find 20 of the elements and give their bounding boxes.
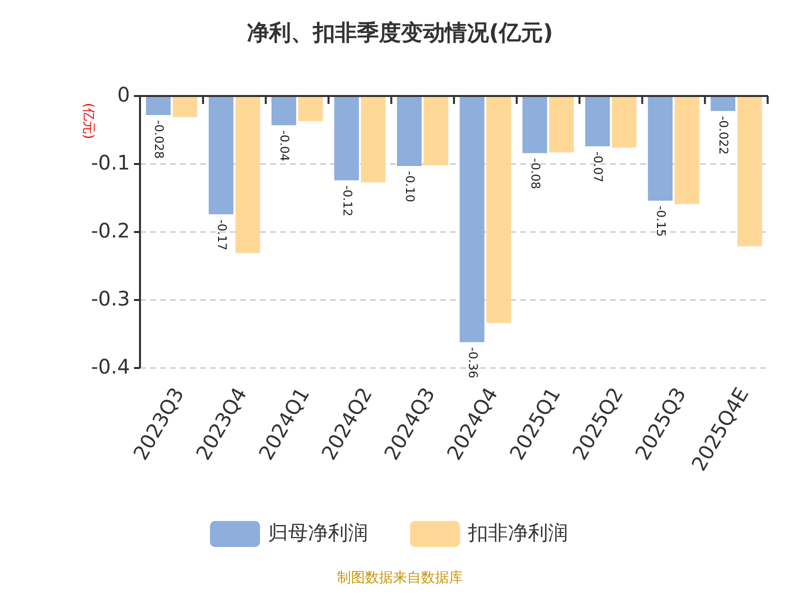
data-label: -0.028 [152, 120, 166, 159]
legend-label: 扣非净利润 [467, 520, 568, 544]
data-label: -0.04 [278, 130, 292, 162]
y-tick-label: -0.1 [90, 150, 130, 174]
data-label: -0.022 [716, 116, 731, 155]
data-label: -0.07 [591, 151, 606, 182]
data-label: -0.10 [403, 171, 418, 202]
y-tick-label: -0.4 [90, 354, 130, 378]
data-label: -0.12 [340, 185, 354, 216]
y-axis-title: (亿元) [80, 102, 96, 140]
data-label: -0.08 [528, 158, 542, 190]
data-label: -0.17 [214, 219, 229, 250]
y-tick-label: -0.2 [90, 218, 130, 242]
data-label: -0.36 [466, 347, 480, 378]
y-tick-label: -0.3 [90, 286, 130, 310]
data-label: -0.15 [654, 206, 668, 237]
legend-label: 归母净利润 [268, 520, 368, 544]
y-tick-label: 0 [117, 82, 130, 106]
chart-title: 净利、扣非季度变动情况(亿元) [246, 20, 554, 46]
text: 制图数据来自数据库 [337, 570, 463, 586]
